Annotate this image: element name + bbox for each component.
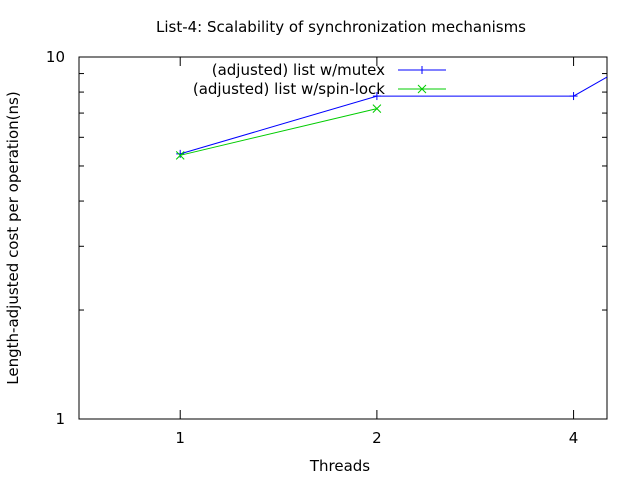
series-1 [176, 76, 608, 158]
x-tick-label: 4 [569, 429, 579, 447]
data-point [372, 104, 382, 113]
legend-label: (adjusted) list w/spin-lock [193, 80, 385, 98]
series-line [180, 108, 378, 156]
y-axis-ticks: 1 10 [46, 48, 607, 428]
x-tick-label: 1 [175, 429, 185, 447]
series-2 [175, 104, 382, 160]
chart-title: List-4: Scalability of synchronization m… [156, 18, 526, 36]
legend-label: (adjusted) list w/mutex [212, 61, 385, 79]
legend-marker [417, 84, 427, 94]
legend: (adjusted) list w/mutex(adjusted) list w… [193, 61, 446, 98]
x-tick-label: 2 [372, 429, 382, 447]
y-axis-label: Length-adjusted cost per operation(ns) [4, 91, 22, 384]
x-axis-label: Threads [309, 457, 370, 475]
y-tick-label: 10 [46, 48, 65, 66]
y-tick-label: 1 [55, 410, 65, 428]
series-line [180, 76, 608, 155]
data-point [175, 150, 185, 160]
x-axis-ticks: 1 2 4 [175, 57, 578, 447]
plot-frame [78, 56, 608, 420]
series-layer [175, 76, 608, 160]
